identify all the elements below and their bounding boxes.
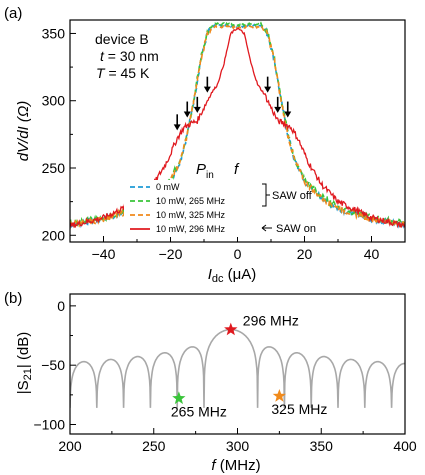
thickness-label: t = 30 nm	[100, 48, 159, 64]
x-tick-label-b: 300	[226, 438, 250, 454]
arrow-head-icon	[203, 86, 211, 93]
legend-header-f: f	[234, 161, 240, 178]
marker-star-icon	[224, 322, 238, 336]
legend-entry: 10 mW, 296 MHz	[156, 224, 226, 234]
x-tick-label-a: 40	[364, 246, 380, 262]
marker-star-icon	[172, 391, 186, 405]
plot-b-frame	[69, 293, 406, 435]
saw-on-arrow-icon	[261, 224, 272, 232]
x-tick-label-a: 0	[234, 246, 242, 262]
y-tick-label-b: −100	[33, 417, 65, 433]
marker-label: 325 MHz	[271, 401, 327, 417]
y-tick-label-a: 200	[42, 227, 66, 243]
marker-star-icon	[272, 389, 286, 402]
saw-on-label: SAW on	[276, 223, 316, 235]
x-axis-label-b: f (MHz)	[211, 457, 260, 474]
x-tick-label-a: 20	[297, 246, 313, 262]
x-tick-label-a: −20	[159, 246, 183, 262]
y-axis-label-b: |S21| (dB)	[15, 332, 34, 395]
arrow-head-icon	[284, 111, 292, 118]
marker-label: 296 MHz	[243, 313, 299, 329]
x-tick-label-b: 350	[310, 438, 334, 454]
legend-entry: 0 mW	[156, 182, 180, 192]
arrow-head-icon	[264, 86, 272, 93]
panel-b-label: (b)	[4, 290, 22, 307]
legend-entry: 10 mW, 265 MHz	[156, 196, 226, 206]
arrow-head-icon	[193, 106, 201, 113]
arrow-head-icon	[274, 106, 282, 113]
series-line-2	[70, 24, 405, 228]
y-tick-label-a: 300	[42, 93, 66, 109]
series-line-1	[70, 21, 405, 229]
temperature-label: T = 45 K	[96, 65, 150, 81]
marker-label: 265 MHz	[171, 403, 227, 419]
x-tick-label-b: 400	[393, 438, 417, 454]
arrow-head-icon	[183, 111, 191, 118]
y-tick-label-b: −50	[41, 357, 65, 373]
saw-off-label: SAW off	[272, 190, 313, 202]
x-tick-label-b: 250	[142, 438, 166, 454]
legend-header-p: Pin	[196, 161, 214, 181]
y-tick-label-a: 350	[42, 25, 66, 41]
x-tick-label-b: 200	[58, 438, 82, 454]
legend: Pin f 0 mW 10 mW, 265 MHz 10 mW, 325 MHz 10…	[124, 161, 316, 237]
saw-off-brace	[262, 183, 270, 207]
y-tick-label-a: 250	[42, 160, 66, 176]
panel-a-label: (a)	[4, 5, 22, 22]
legend-entry: 10 mW, 325 MHz	[156, 210, 226, 220]
y-tick-label-b: 0	[57, 298, 65, 314]
device-label: device B	[95, 31, 149, 47]
y-axis-label-a: dV/dI (Ω)	[15, 101, 32, 162]
arrow-head-icon	[173, 124, 181, 131]
s21-line	[70, 328, 405, 408]
x-tick-label-a: −40	[92, 246, 116, 262]
x-axis-label-a: Idc (μA)	[208, 266, 257, 285]
